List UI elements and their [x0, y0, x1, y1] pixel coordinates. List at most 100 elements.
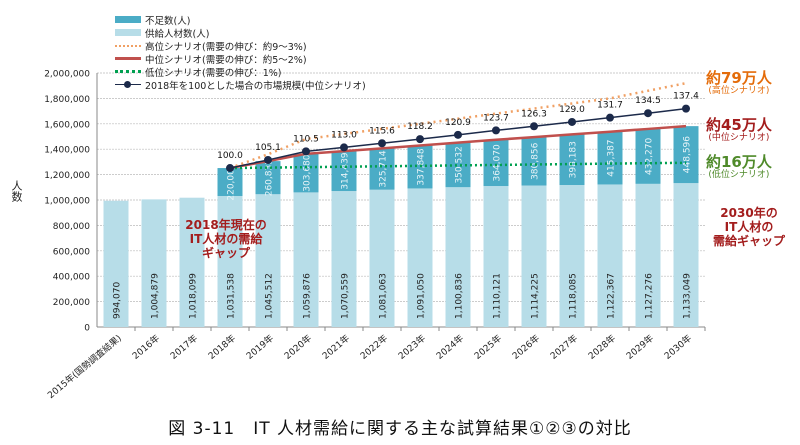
data-label-market-index: 105.1: [255, 143, 281, 153]
data-label-shortage: 350,532: [455, 146, 465, 183]
figure-caption: 図 3-11 IT 人材需給に関する主な試算結果①②③の対比: [168, 419, 632, 439]
data-label-supply: 1,127,276: [645, 273, 655, 319]
data-label-supply: 1,110,121: [493, 273, 503, 319]
x-tick-label: 2020年: [282, 332, 314, 362]
line-high-scenario: [229, 81, 687, 170]
x-tick-label: 2017年: [168, 332, 200, 362]
bar-supply: [331, 191, 357, 327]
data-label-supply: 1,122,367: [607, 273, 617, 319]
legend-label: 低位シナリオ(需要の伸び：1%): [145, 67, 282, 79]
y-tick-label: 0: [84, 324, 90, 334]
data-label-shortage: 260,835: [265, 159, 275, 196]
bar-shortage: [293, 153, 319, 193]
data-label-shortage: 432,270: [645, 138, 655, 175]
legend-swatch: [115, 52, 141, 65]
marker-market-index: [492, 126, 500, 135]
data-label-supply: 1,100,836: [455, 273, 465, 319]
x-tick-label: 2021年: [320, 332, 352, 362]
bar-shortage: [673, 126, 699, 184]
legend-swatch: [115, 26, 141, 39]
marker-market-index: [606, 113, 614, 122]
marker-market-index: [226, 164, 234, 173]
data-label-shortage: 364,070: [493, 144, 503, 181]
bar-supply: [521, 185, 547, 327]
y-tick-label: 1,800,000: [44, 95, 90, 105]
data-label-supply: 1,133,049: [683, 273, 693, 319]
bar-supply: [255, 194, 281, 327]
legend-item-high: 高位シナリオ(需要の伸び：約9～3%): [115, 39, 366, 53]
x-tick-label: 2030年: [662, 332, 694, 362]
y-tick-label: 400,000: [53, 273, 90, 283]
x-tick-label: 2028年: [586, 332, 618, 362]
bar-supply: [179, 197, 205, 327]
legend-item-index: 2018年を100とした場合の市場規模(中位シナリオ): [115, 78, 366, 92]
legend-swatch: [115, 78, 141, 91]
bar-shortage: [483, 139, 509, 187]
data-label-shortage: 325,714: [379, 150, 389, 187]
bar-shortage: [217, 168, 243, 196]
bar-supply: [407, 188, 433, 327]
line-low-scenario: [229, 161, 687, 170]
data-label-supply: 1,045,512: [265, 273, 275, 319]
bar-supply: [483, 186, 509, 327]
bar-supply: [559, 185, 585, 327]
y-tick-label: 600,000: [53, 247, 90, 257]
data-label-market-index: 137.4: [673, 92, 699, 102]
legend-label: 高位シナリオ(需要の伸び：約9～3%): [145, 41, 307, 53]
annotation-high-value: 約79万人: [706, 69, 772, 87]
bar-supply: [673, 183, 699, 327]
legend-item-mid: 中位シナリオ(需要の伸び：約5～2%): [115, 52, 366, 66]
legend-item-low: 低位シナリオ(需要の伸び：1%): [115, 65, 366, 79]
data-label-supply: 994,070: [113, 282, 123, 319]
y-tick-label: 800,000: [53, 222, 90, 232]
x-tick-label: 2019年: [244, 332, 276, 362]
legend-swatch: [115, 39, 141, 52]
marker-market-index: [644, 109, 652, 118]
data-label-market-index: 126.3: [521, 109, 547, 119]
annotation-mid-value: 約45万人: [706, 116, 772, 134]
data-label-shortage: 415,387: [607, 139, 617, 176]
annotation-line: IT人材の需給: [189, 231, 263, 246]
x-tick-label: 2016年: [130, 332, 162, 362]
annotation-mid-label: (中位シナリオ): [708, 132, 770, 143]
y-tick-label: 200,000: [53, 298, 90, 308]
y-tick-label: 1,400,000: [44, 146, 90, 156]
data-label-supply: 1,118,085: [569, 273, 579, 319]
bar-shortage: [635, 128, 661, 184]
y-tick-label: 2,000,000: [44, 70, 90, 80]
data-label-supply: 1,081,063: [379, 273, 389, 319]
bar-supply: [597, 184, 623, 327]
data-label-supply: 1,091,050: [417, 273, 427, 319]
data-label-market-index: 120.9: [445, 118, 471, 128]
data-label-shortage: 380,856: [531, 142, 541, 179]
data-label-shortage: 303,680: [303, 154, 313, 191]
legend-swatch: [115, 65, 141, 78]
x-tick-label: 2027年: [548, 332, 580, 362]
legend-item-supply: 供給人材数(人): [115, 26, 366, 40]
legend-label: 不足数(人): [145, 15, 191, 27]
data-label-market-index: 113.0: [331, 130, 357, 140]
data-label-market-index: 118.2: [407, 122, 433, 132]
bar-supply: [141, 199, 167, 327]
legend-swatch: [115, 13, 141, 26]
legend-label: 2018年を100とした場合の市場規模(中位シナリオ): [145, 80, 366, 92]
marker-market-index: [264, 155, 272, 164]
annotation-line: 2030年の: [720, 206, 778, 220]
annotation-line: 需給ギャップ: [712, 233, 785, 248]
x-tick-label: 2018年: [206, 332, 238, 362]
annotation-low-value: 約16万人: [706, 153, 772, 171]
data-label-supply: 1,031,538: [227, 273, 237, 319]
marker-market-index: [454, 130, 462, 139]
y-tick-label: 1,000,000: [44, 197, 90, 207]
x-tick-label: 2026年: [510, 332, 542, 362]
annotation-low-label: (低位シナリオ): [708, 169, 770, 180]
annotation-line: IT人材の: [724, 219, 774, 234]
bar-supply: [293, 192, 319, 327]
data-label-market-index: 129.0: [559, 105, 585, 115]
bar-supply: [635, 183, 661, 327]
annotation-mid: 約45万人 (中位シナリオ): [706, 117, 772, 143]
data-label-market-index: 131.7: [597, 101, 623, 111]
data-label-shortage: 220,000: [227, 163, 237, 200]
marker-market-index: [378, 139, 386, 148]
